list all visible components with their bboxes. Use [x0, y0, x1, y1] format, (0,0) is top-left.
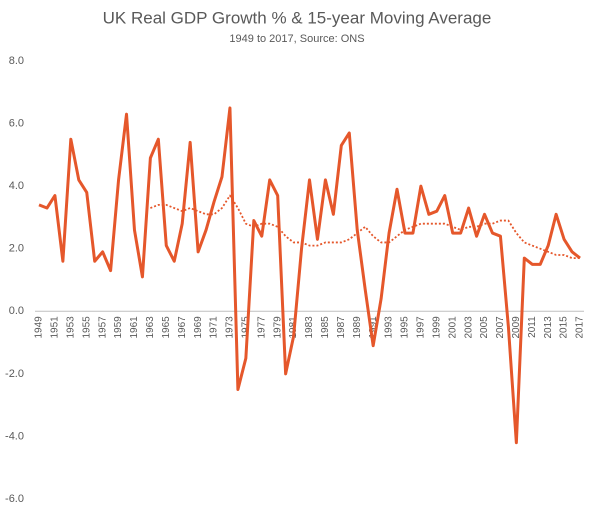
- x-tick-label: 1975: [240, 316, 251, 339]
- x-tick-label: 2005: [479, 316, 490, 339]
- y-tick-label: -6.0: [5, 493, 24, 505]
- y-tick-label: -4.0: [5, 430, 24, 442]
- x-tick-label: 1965: [161, 316, 172, 339]
- x-tick-label: 2001: [447, 316, 458, 339]
- x-tick-label: 2017: [575, 316, 586, 339]
- y-tick-label: 0.0: [9, 305, 24, 317]
- x-tick-label: 1985: [320, 316, 331, 339]
- y-tick-label: 2.0: [9, 243, 24, 255]
- x-tick-label: 1957: [97, 316, 108, 339]
- x-tick-label: 1989: [352, 316, 363, 339]
- moving-average-line: [150, 194, 580, 259]
- x-tick-label: 1971: [209, 316, 220, 339]
- x-tick-label: 1973: [225, 316, 236, 339]
- x-tick-label: 1993: [384, 316, 395, 339]
- x-tick-label: 1977: [256, 316, 267, 339]
- x-tick-label: 2015: [559, 316, 570, 339]
- x-tick-label: 2007: [495, 316, 506, 339]
- y-tick-label: 6.0: [9, 117, 24, 129]
- x-tick-label: 1995: [400, 316, 411, 339]
- x-tick-label: 1999: [431, 316, 442, 339]
- chart-title: UK Real GDP Growth % & 15-year Moving Av…: [103, 8, 492, 27]
- x-tick-label: 1949: [34, 316, 45, 339]
- x-tick-label: 1997: [416, 316, 427, 339]
- x-tick-label: 2011: [527, 316, 538, 338]
- x-tick-label: 1979: [272, 316, 283, 339]
- x-tick-label: 1963: [145, 316, 156, 339]
- x-tick-label: 1951: [50, 316, 61, 339]
- x-tick-label: 1967: [177, 316, 188, 339]
- growth-line: [38, 106, 581, 445]
- x-tick-label: 1969: [193, 316, 204, 339]
- x-tick-label: 1991: [368, 316, 379, 339]
- x-tick-label: 1953: [65, 316, 76, 339]
- y-tick-label: -2.0: [5, 368, 24, 380]
- x-tick-label: 1961: [129, 316, 140, 339]
- x-tick-label: 1959: [113, 316, 124, 339]
- x-tick-label: 1955: [81, 316, 92, 339]
- x-tick-label: 2013: [543, 316, 554, 339]
- x-tick-label: 1983: [304, 316, 315, 339]
- y-tick-label: 8.0: [9, 55, 24, 67]
- chart-subtitle: 1949 to 2017, Source: ONS: [229, 33, 364, 45]
- x-tick-label: 2003: [463, 316, 474, 339]
- x-tick-label: 1987: [336, 316, 347, 339]
- y-tick-label: 4.0: [9, 180, 24, 192]
- x-tick-label: 2009: [511, 316, 522, 339]
